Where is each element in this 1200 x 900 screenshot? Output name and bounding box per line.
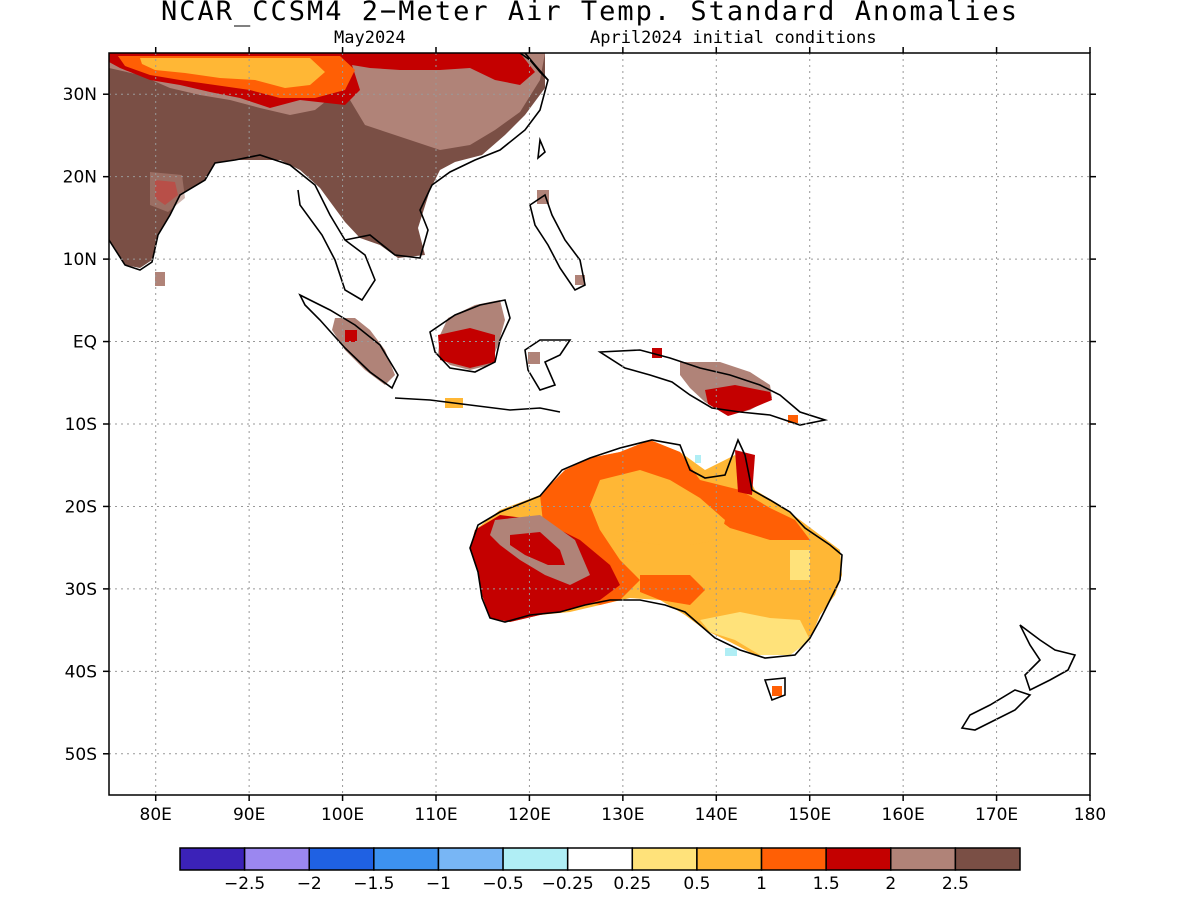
lat-label: 40S <box>65 662 97 682</box>
coast-java <box>394 397 561 413</box>
anomaly-fields <box>109 53 842 696</box>
colorbar-swatch <box>760 847 827 871</box>
colorbar-label: −1 <box>426 874 451 894</box>
colorbar-label: 1 <box>756 874 767 894</box>
colorbar-swatch <box>179 847 246 871</box>
lat-label: 30N <box>63 85 97 105</box>
coast-australia <box>469 437 843 659</box>
forecast-month: May2024 <box>334 28 406 48</box>
colorbar-swatch <box>308 847 375 871</box>
lat-label: 20S <box>65 497 97 517</box>
lat-label: 50S <box>65 745 97 765</box>
colorbar-label: −2.5 <box>224 874 265 894</box>
colorbar-label: 2 <box>885 874 896 894</box>
colorbar-swatch <box>243 847 310 871</box>
anomaly-region-tasmania <box>772 686 782 696</box>
coast-asia <box>109 53 549 302</box>
colorbar-label: −1.5 <box>353 874 394 894</box>
coastlines <box>109 53 1077 731</box>
coast-newzealand-s <box>960 689 1032 731</box>
lon-label: 120E <box>508 805 551 825</box>
colorbar-swatch <box>566 847 634 871</box>
coast-borneo <box>429 299 511 373</box>
lat-label: 10N <box>63 250 97 270</box>
colorbar: −2.5 −2 −1.5 −1 −0.5 −0.25 0.25 0.5 1 1.5 2 2.5 <box>179 847 1021 894</box>
colorbar-swatch <box>631 847 698 871</box>
colorbar-label: 2.5 <box>942 874 969 894</box>
anomaly-region-sumatra <box>332 318 395 385</box>
colorbar-label: 0.5 <box>683 874 710 894</box>
anomaly-region-borneo-red <box>438 328 495 368</box>
coast-sulawesi <box>524 339 572 391</box>
colorbar-swatch <box>825 847 892 871</box>
coast-philippines <box>529 193 586 292</box>
colorbar-swatch <box>696 847 763 871</box>
coast-sumatra <box>298 293 399 390</box>
lat-label: 20N <box>63 168 97 188</box>
anomaly-region-asia-lightorange <box>140 58 325 88</box>
coast-japan <box>519 53 549 81</box>
colorbar-swatch <box>502 847 569 871</box>
colorbar-label: −0.25 <box>542 874 594 894</box>
lon-label: 110E <box>414 805 457 825</box>
coast-newguinea <box>597 349 829 426</box>
coast-newzealand-n <box>1019 624 1077 692</box>
map-title: NCAR_CCSM4 2−Meter Air Temp. Standard An… <box>160 0 1019 27</box>
colorbar-swatch <box>437 847 504 871</box>
plot-frame <box>108 52 1091 796</box>
colorbar-label: −2 <box>297 874 322 894</box>
lat-label: 10S <box>65 415 97 435</box>
lon-label: 140E <box>695 805 738 825</box>
lon-label: 130E <box>601 805 644 825</box>
lon-label: 80E <box>140 805 172 825</box>
coast-tasmania <box>763 677 786 702</box>
colorbar-label: −0.5 <box>482 874 523 894</box>
lon-label: 170E <box>975 805 1018 825</box>
anomaly-region-srilanka <box>155 272 165 286</box>
initial-conditions: April2024 initial conditions <box>590 28 877 48</box>
axis-labels: 30N 20N 10N EQ 10S 20S 30S 40S 50S 80E 90E 100E 110E… <box>63 85 1107 825</box>
lon-label: 90E <box>233 805 265 825</box>
lat-label: 30S <box>65 580 97 600</box>
colorbar-label: 1.5 <box>813 874 840 894</box>
colorbar-swatch <box>890 847 957 871</box>
lon-label: 180 <box>1074 805 1106 825</box>
anomaly-region-australia-yellow <box>700 612 810 655</box>
anomaly-region-newguinea-red <box>705 385 772 416</box>
colorbar-label: 0.25 <box>613 874 651 894</box>
lon-label: 160E <box>882 805 925 825</box>
lat-label: EQ <box>73 333 97 353</box>
lon-label: 100E <box>321 805 364 825</box>
coast-taiwan <box>536 136 546 160</box>
axis-ticks <box>103 47 1096 801</box>
lon-label: 150E <box>788 805 831 825</box>
colorbar-swatch <box>373 847 440 871</box>
colorbar-swatch <box>954 847 1021 871</box>
gridlines <box>109 53 1090 795</box>
